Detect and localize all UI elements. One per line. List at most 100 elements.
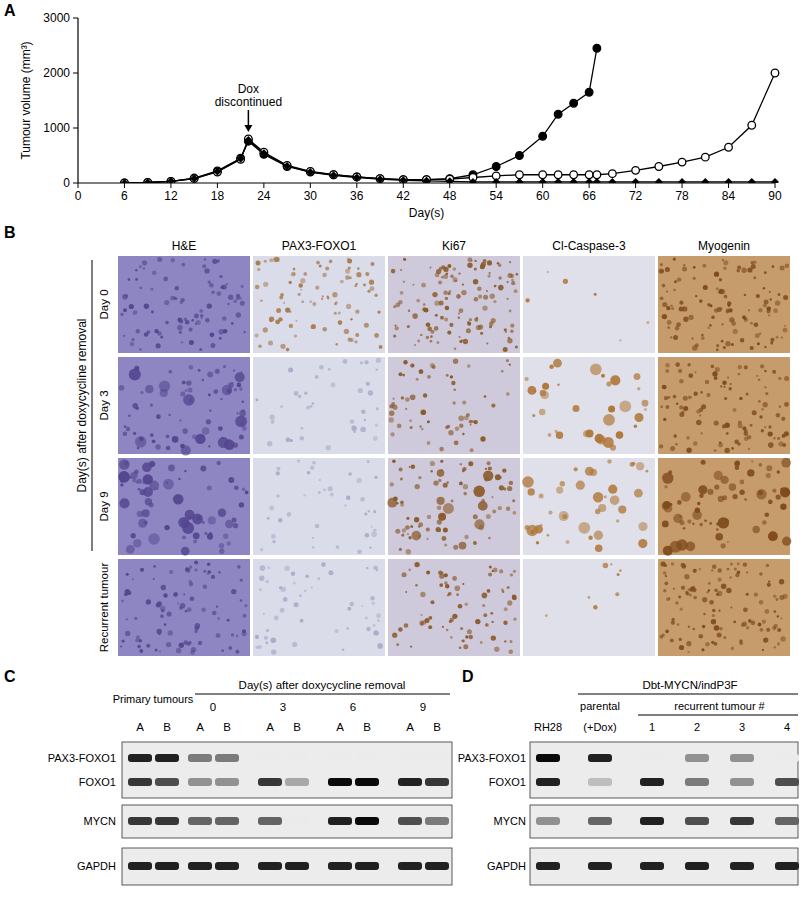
marker (593, 171, 601, 179)
cell (219, 275, 222, 278)
cell (766, 465, 772, 471)
cell (717, 632, 722, 637)
x-tick-label: 84 (722, 189, 736, 203)
cell (328, 486, 333, 491)
cell (522, 476, 534, 488)
micrograph-bg (658, 458, 790, 555)
cell (458, 317, 460, 319)
cell (355, 283, 357, 285)
cell (179, 419, 181, 421)
cell (780, 487, 790, 497)
cell (279, 586, 282, 589)
cell (299, 283, 303, 287)
cell (557, 383, 560, 386)
marker (771, 178, 779, 183)
cell (181, 547, 190, 556)
cell (257, 268, 260, 271)
cell (634, 373, 641, 380)
cell (231, 322, 234, 325)
band (215, 778, 239, 786)
cell (663, 589, 666, 592)
cell (124, 425, 127, 428)
cell (427, 375, 431, 379)
cell (185, 320, 190, 325)
panel-label: C (4, 668, 16, 685)
cell (393, 398, 395, 400)
cell (513, 618, 516, 621)
cell (443, 274, 448, 279)
cell (462, 470, 465, 473)
cell (483, 471, 493, 481)
cell (420, 334, 422, 336)
cell (169, 570, 173, 574)
cell (559, 511, 569, 521)
cell (782, 594, 787, 599)
cell (234, 388, 237, 391)
cell (300, 436, 304, 440)
marker (190, 174, 198, 182)
lane-label: A (406, 721, 414, 733)
cell (703, 613, 706, 616)
cell (731, 321, 736, 326)
cell (452, 576, 457, 581)
cell (671, 562, 674, 565)
cell (473, 279, 478, 284)
cell (128, 278, 131, 281)
cell (395, 529, 400, 534)
band (536, 778, 560, 786)
micrograph (253, 256, 385, 353)
band (425, 754, 449, 762)
cell (545, 614, 548, 617)
band (355, 778, 379, 786)
figure: A010002000300006121824303642485460667278… (0, 0, 800, 920)
cell (617, 573, 620, 576)
cell (688, 373, 693, 378)
cell (209, 283, 214, 288)
cell (336, 545, 340, 549)
band (258, 862, 282, 870)
cell (646, 321, 649, 324)
cell (729, 387, 732, 390)
cell (751, 460, 753, 462)
cell (677, 623, 680, 626)
cell (727, 377, 729, 379)
cell (461, 290, 466, 295)
band (588, 754, 612, 762)
cell (665, 267, 670, 272)
cell (219, 337, 222, 340)
cell (777, 615, 779, 617)
cell (761, 429, 764, 432)
cell (459, 542, 467, 550)
cell (604, 495, 607, 498)
cell (376, 613, 381, 618)
band (215, 862, 239, 870)
cell (165, 321, 169, 325)
cell (430, 266, 432, 268)
cell (601, 374, 605, 378)
band (328, 817, 352, 825)
cell (760, 364, 764, 368)
cell (747, 267, 752, 272)
cell (679, 645, 684, 650)
cell (515, 346, 518, 349)
cell (743, 607, 748, 612)
micrograph (253, 357, 385, 454)
cell (488, 537, 491, 540)
cell (168, 370, 172, 374)
cell (354, 431, 356, 433)
cell (510, 640, 513, 643)
cell (756, 489, 766, 499)
cell (660, 405, 663, 408)
cell (510, 324, 514, 328)
cell (136, 366, 139, 369)
cell (738, 421, 742, 425)
cell (280, 344, 285, 349)
cell (199, 309, 203, 313)
cell (138, 488, 141, 491)
cell (437, 469, 445, 477)
cell (144, 332, 149, 337)
cell (279, 296, 283, 300)
x-tick (728, 183, 729, 188)
marker (260, 149, 268, 157)
marker (585, 171, 593, 179)
